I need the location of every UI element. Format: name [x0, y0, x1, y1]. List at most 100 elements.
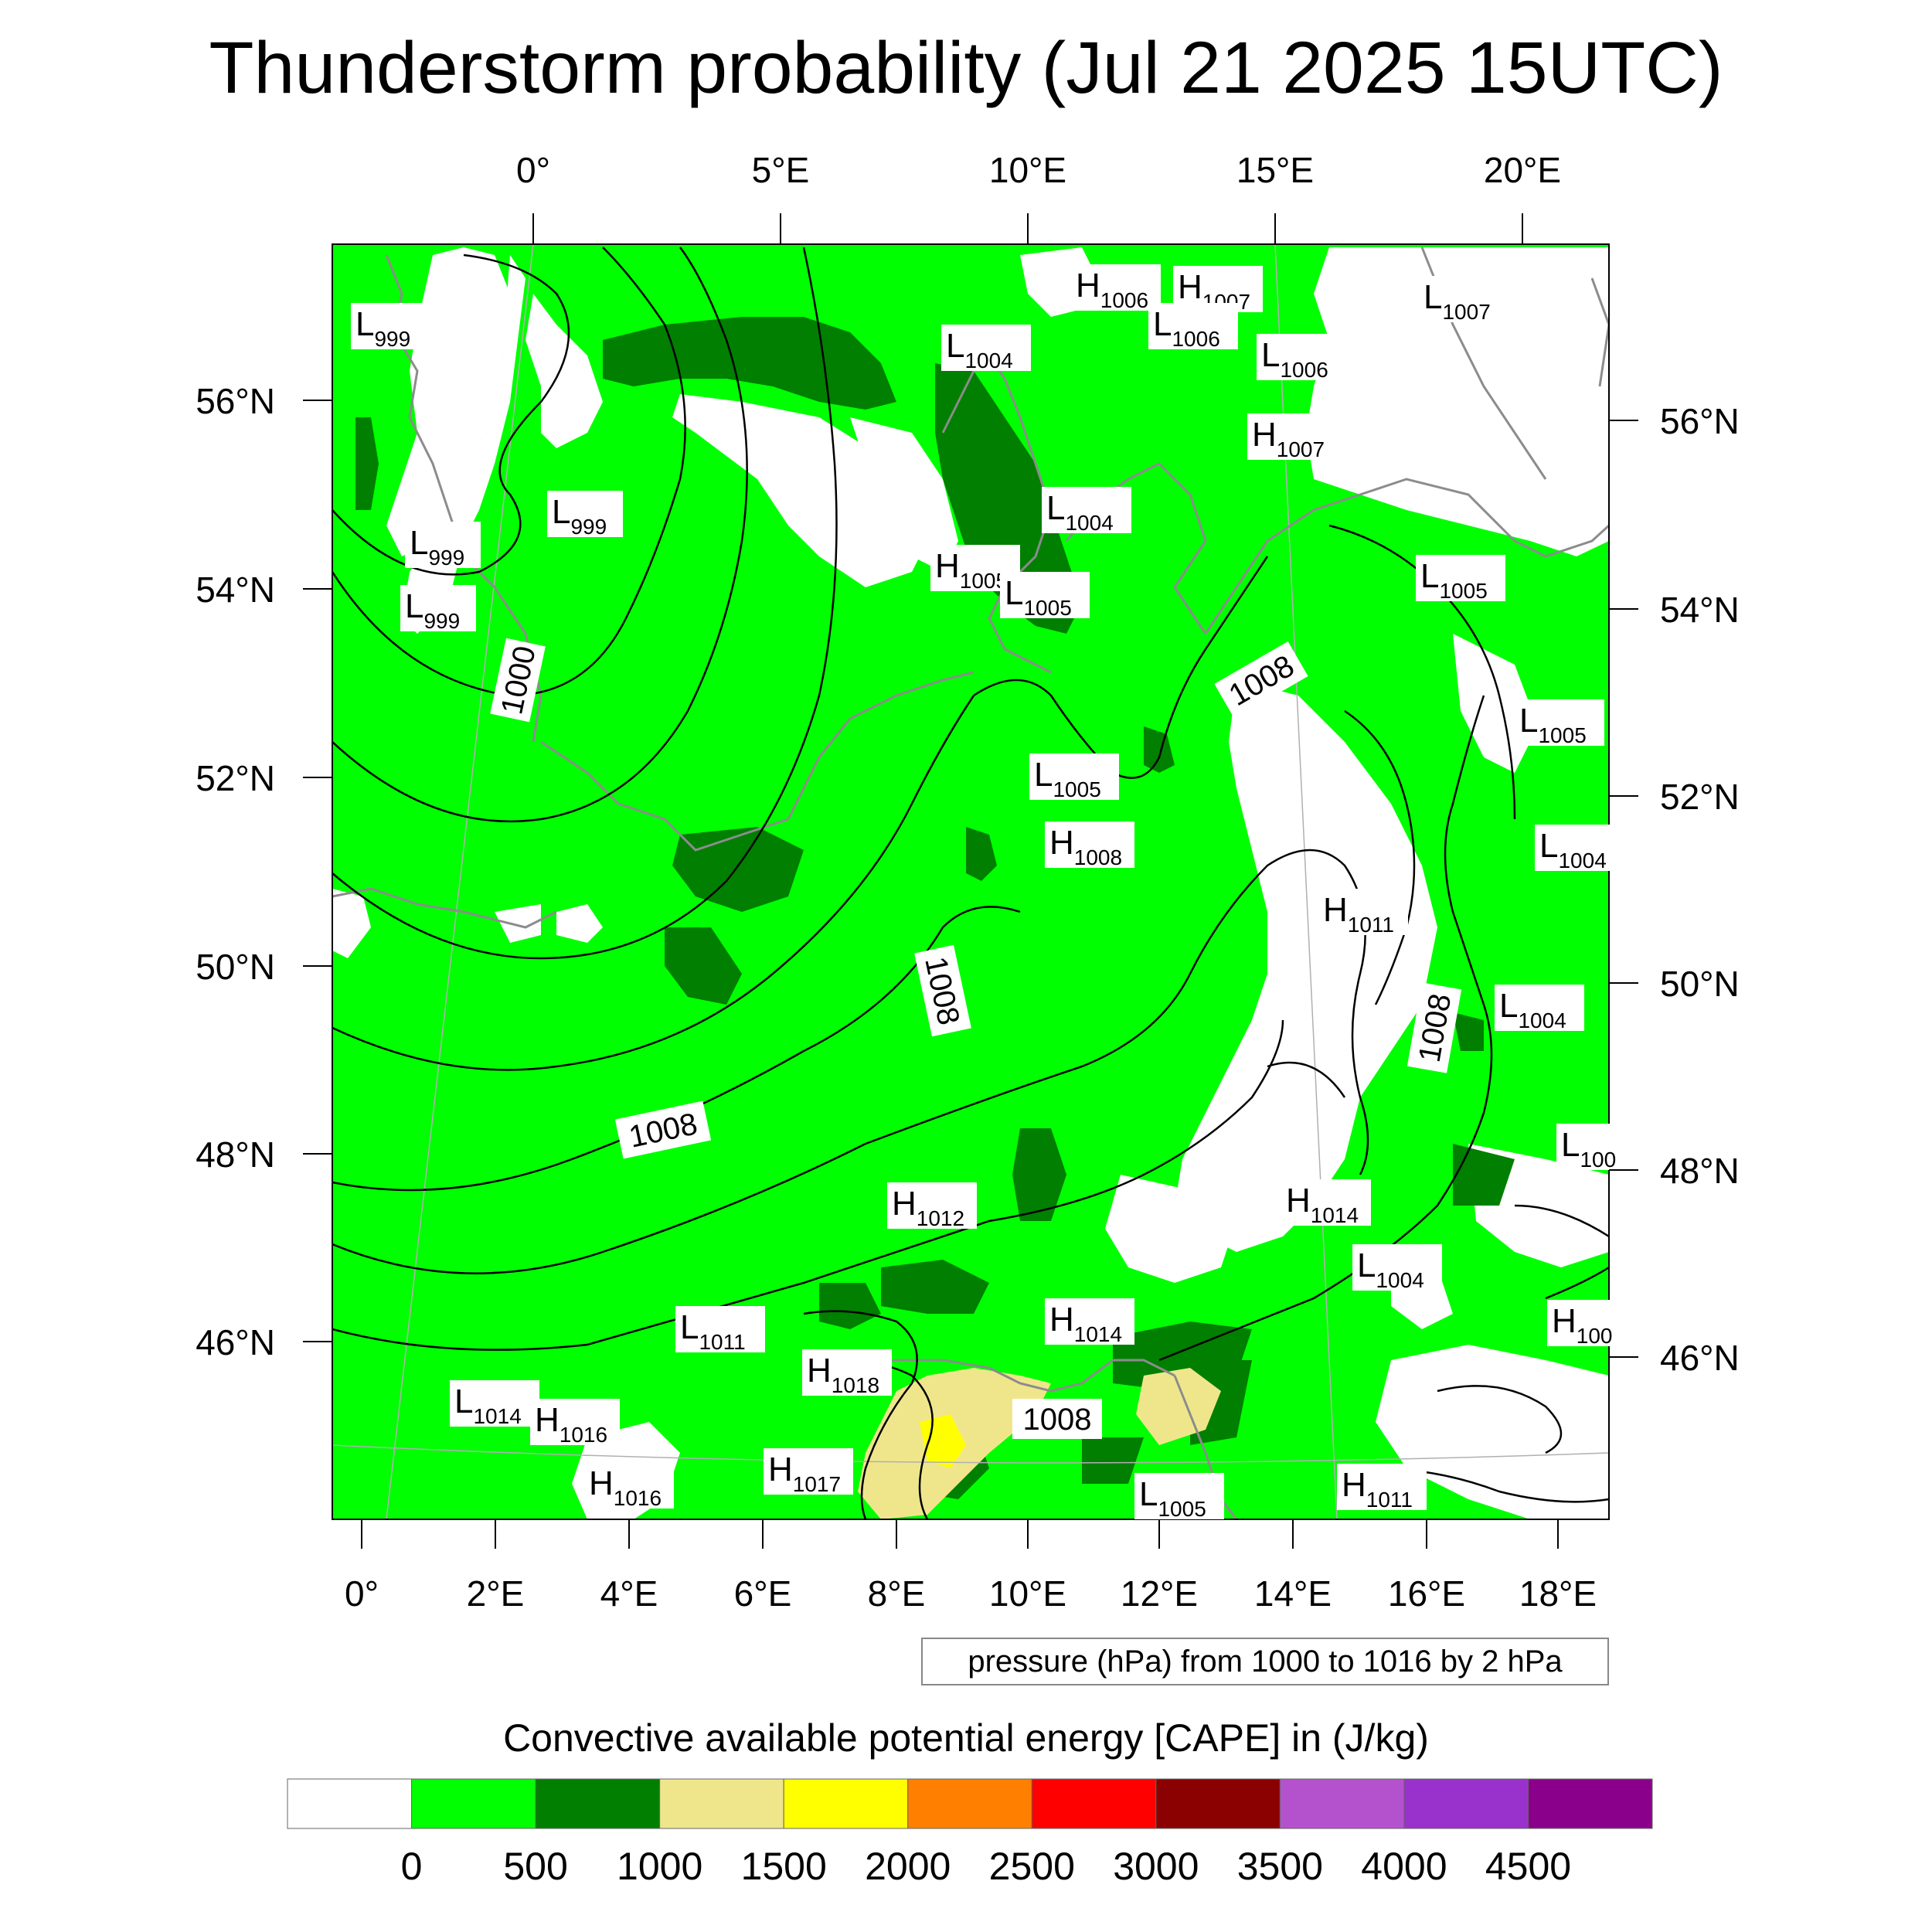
low-pressure-label: L1004 [1042, 487, 1131, 535]
bottom-lon-label: 18°E [1519, 1573, 1597, 1614]
top-lon-label: 5°E [752, 150, 810, 190]
left-lat-label: 54°N [196, 570, 275, 610]
map-frame [332, 243, 1610, 1520]
low-pressure-label: L1014 [450, 1380, 539, 1428]
top-lon-label: 15°E [1236, 150, 1314, 190]
left-lat-label: 52°N [196, 758, 275, 798]
left-lat-label: 46°N [196, 1322, 275, 1362]
bottom-lon-label: 0° [345, 1573, 379, 1614]
pressure-center-text: L1005 [1005, 574, 1072, 620]
high-pressure-label: H1008 [1045, 821, 1134, 869]
bottom-lon-label: 2°E [467, 1573, 525, 1614]
high-pressure-label: H1014 [1281, 1179, 1371, 1227]
low-pressure-label: L1004 [1352, 1244, 1442, 1292]
low-pressure-label: L999 [351, 303, 427, 351]
colorbar-swatch [1031, 1778, 1157, 1829]
right-lat-label: 54°N [1660, 590, 1740, 630]
cape-khaki-region-east [1136, 1368, 1221, 1445]
high-pressure-label: H1007 [1247, 413, 1337, 461]
colorbar-swatch [1155, 1778, 1281, 1829]
colorbar-tick-label: 0 [401, 1845, 423, 1888]
top-lon-label: 0° [516, 150, 550, 190]
colorbar-swatch [287, 1778, 413, 1829]
high-pressure-label: H1011 [1337, 1464, 1427, 1512]
low-pressure-label: L100 [1556, 1124, 1632, 1172]
colorbar-tick-label: 3000 [1113, 1845, 1199, 1888]
colorbar-swatch [907, 1778, 1032, 1829]
colorbar-tick-label: 3500 [1237, 1845, 1323, 1888]
colorbar-swatch [1527, 1778, 1653, 1829]
bottom-lon-label: 6°E [734, 1573, 792, 1614]
bottom-longitude-axis: 0° 2°E 4°E 6°E 8°E 10°E 12°E 14°E 16°E 1… [345, 1519, 1597, 1614]
low-pressure-label: L1007 [1419, 276, 1509, 324]
left-lat-label: 48°N [196, 1134, 275, 1175]
map-title: Thunderstorm probability (Jul 21 2025 15… [209, 27, 1723, 109]
colorbar-tick-label: 500 [503, 1845, 567, 1888]
colorbar-tick-label: 1500 [741, 1845, 827, 1888]
map-area [332, 244, 1609, 1519]
low-pressure-label: L1006 [1148, 303, 1238, 351]
bottom-lon-label: 14°E [1254, 1573, 1332, 1614]
high-pressure-label: H1011 [1318, 889, 1408, 937]
high-pressure-label: H1017 [764, 1448, 853, 1496]
colorbar [287, 1778, 1653, 1829]
right-lat-label: 56°N [1660, 401, 1740, 441]
right-lat-label: 50°N [1660, 964, 1740, 1004]
low-pressure-label: L1005 [1515, 699, 1604, 747]
colorbar-labels: 0 500 1000 1500 2000 2500 3000 3500 4000 4500 [401, 1845, 1571, 1888]
colorbar-tick-label: 2000 [865, 1845, 951, 1888]
top-lon-label: 20°E [1484, 150, 1561, 190]
bottom-lon-label: 4°E [600, 1573, 658, 1614]
right-lat-label: 46°N [1660, 1338, 1740, 1378]
low-pressure-label: L1006 [1257, 334, 1346, 382]
high-pressure-label: H1006 [1071, 264, 1161, 312]
low-pressure-label: L1004 [1495, 985, 1584, 1032]
right-latitude-axis: 56°N 54°N 52°N 50°N 48°N 46°N [1609, 401, 1740, 1378]
low-pressure-label: L1011 [675, 1306, 765, 1354]
colorbar-tick-label: 4000 [1361, 1845, 1447, 1888]
high-pressure-label: H100 [1547, 1300, 1623, 1348]
low-pressure-label: L999 [405, 522, 481, 570]
contour-labels: 1000 1008 1008 1008 1008 1008 [490, 638, 1462, 1439]
colorbar-swatch [1279, 1778, 1405, 1829]
low-pressure-label: L1004 [1535, 825, 1624, 872]
right-lat-label: 48°N [1660, 1151, 1740, 1191]
low-pressure-label: L1005 [1029, 753, 1119, 801]
bottom-lon-label: 8°E [868, 1573, 926, 1614]
low-pressure-label: L1004 [941, 325, 1031, 372]
low-pressure-label: L1005 [1000, 572, 1090, 620]
bottom-lon-label: 12°E [1121, 1573, 1198, 1614]
top-longitude-axis: 0° 5°E 10°E 15°E 20°E [516, 150, 1561, 244]
colorbar-tick-label: 1000 [617, 1845, 702, 1888]
colorbar-swatch [659, 1778, 784, 1829]
high-pressure-label: H1014 [1045, 1298, 1134, 1346]
low-pressure-label: L1005 [1134, 1473, 1224, 1521]
colorbar-title: Convective available potential energy [C… [503, 1716, 1429, 1760]
low-pressure-label: L999 [400, 585, 476, 633]
low-pressure-label: L999 [547, 491, 623, 539]
low-pressure-label: L1005 [1416, 555, 1505, 603]
right-lat-label: 52°N [1660, 777, 1740, 817]
pressure-info-box: pressure (hPa) from 1000 to 1016 by 2 hP… [921, 1638, 1609, 1685]
colorbar-swatch [411, 1778, 536, 1829]
high-pressure-label: H1018 [802, 1349, 892, 1397]
pressure-info-text: pressure (hPa) from 1000 to 1016 by 2 hP… [968, 1645, 1563, 1679]
left-lat-label: 50°N [196, 947, 275, 987]
high-pressure-label: H1016 [584, 1462, 674, 1510]
top-lon-label: 10°E [989, 150, 1066, 190]
colorbar-tick-label: 2500 [989, 1845, 1075, 1888]
colorbar-tick-label: 4500 [1485, 1845, 1571, 1888]
high-pressure-label: H1016 [530, 1399, 620, 1447]
bottom-lon-label: 10°E [989, 1573, 1066, 1614]
high-pressure-label: H1012 [887, 1182, 977, 1230]
colorbar-swatch [783, 1778, 909, 1829]
colorbar-swatch [535, 1778, 661, 1829]
colorbar-swatch [1403, 1778, 1529, 1829]
cape-darkgreen-regions [355, 317, 1515, 1499]
left-latitude-axis: 56°N 54°N 52°N 50°N 48°N 46°N [196, 381, 332, 1362]
left-lat-label: 56°N [196, 381, 275, 421]
bottom-lon-label: 16°E [1388, 1573, 1465, 1614]
contour-label-1008: 1008 [1023, 1403, 1092, 1437]
